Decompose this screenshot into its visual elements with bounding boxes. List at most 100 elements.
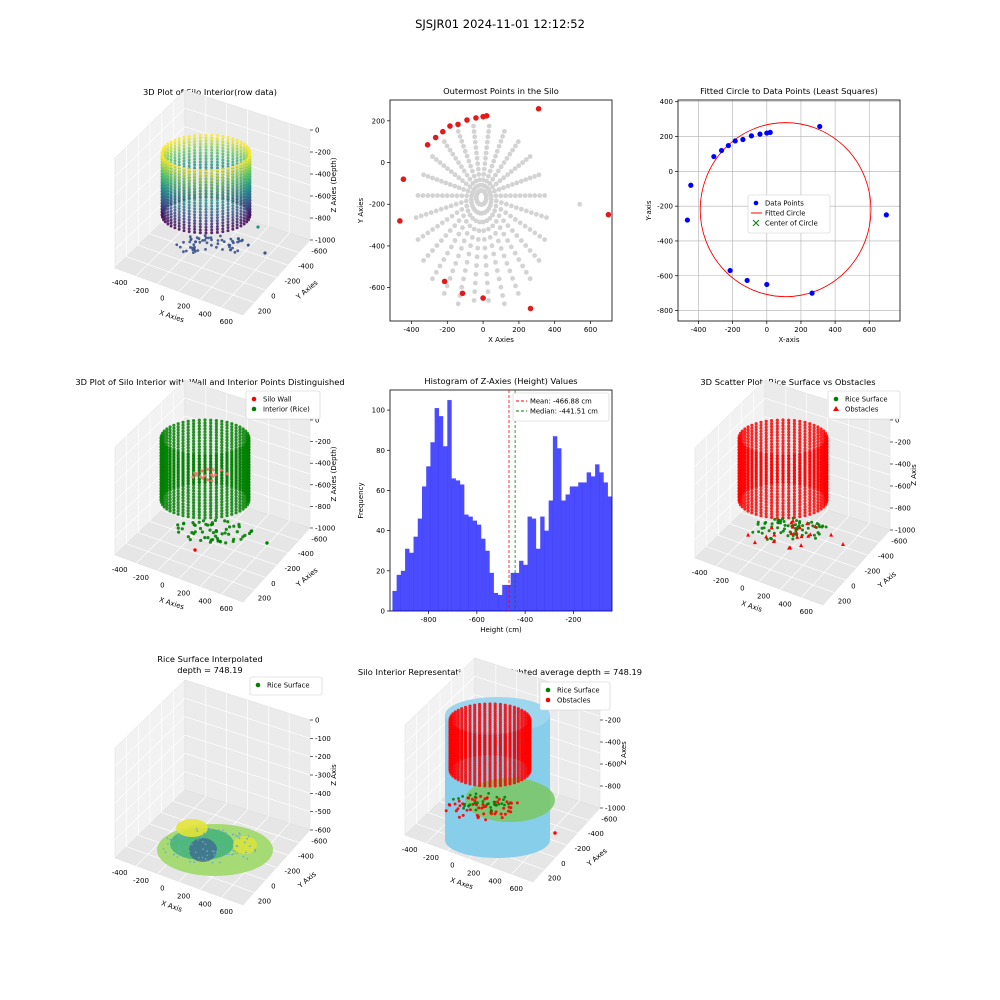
point-cloud-dot <box>197 433 201 437</box>
point-cloud-dot <box>238 506 242 510</box>
point-cloud-dot <box>203 492 207 496</box>
histogram-bar <box>586 472 592 611</box>
point-cloud-dot <box>787 501 791 505</box>
point-cloud-dot <box>239 215 243 219</box>
point-cloud-dot <box>759 444 763 448</box>
point-cloud-dot <box>226 147 230 151</box>
point-cloud-dot <box>192 465 196 469</box>
point-cloud-dot <box>523 747 527 751</box>
point-cloud-dot <box>173 164 177 168</box>
point-marker <box>209 538 213 542</box>
point-cloud-dot <box>165 477 169 482</box>
point-cloud-dot <box>516 775 520 779</box>
point-cloud-dot <box>168 488 172 492</box>
interior-point <box>536 258 542 263</box>
point-cloud-dot <box>770 424 774 429</box>
point-cloud-dot <box>215 225 219 228</box>
interior-point <box>433 208 439 214</box>
point-cloud-dot <box>214 489 218 493</box>
point-cloud-dot <box>173 202 177 206</box>
x-tick-label: 0 <box>160 295 164 303</box>
interior-point <box>463 219 469 224</box>
point-cloud-dot <box>230 509 234 513</box>
point-cloud-dot <box>759 463 763 467</box>
point-cloud-dot <box>231 174 235 178</box>
point-cloud-dot <box>198 163 202 167</box>
point-cloud-dot <box>750 484 754 488</box>
histogram-bar <box>510 572 516 611</box>
point-cloud-dot <box>193 174 197 178</box>
point-cloud-dot <box>193 177 197 181</box>
point-cloud-dot <box>808 506 812 510</box>
interior-point <box>467 223 473 229</box>
point-cloud-dot <box>168 456 172 460</box>
interior-point <box>447 228 453 234</box>
interior-point <box>490 223 496 229</box>
point-cloud-dot <box>186 449 190 453</box>
interior-point <box>513 143 518 149</box>
point-cloud-dot <box>498 724 502 728</box>
point-cloud-dot <box>478 776 482 780</box>
point-cloud-dot <box>503 722 507 726</box>
point-cloud-dot <box>803 499 807 503</box>
interior-point <box>510 276 515 281</box>
point-cloud-dot <box>231 210 235 214</box>
point-cloud-dot <box>746 473 750 478</box>
point-cloud-dot <box>792 512 796 516</box>
point-cloud-dot <box>754 495 758 499</box>
point-cloud-dot <box>166 187 170 191</box>
point-cloud-dot <box>172 466 176 470</box>
interior-point <box>514 180 520 186</box>
interior-point <box>501 231 507 237</box>
point-cloud-dot <box>210 160 214 164</box>
point-cloud-dot <box>214 465 218 469</box>
point-cloud-dot <box>244 499 248 503</box>
point-cloud-dot <box>221 161 225 165</box>
point-cloud-dot <box>493 774 497 778</box>
point-cloud-dot <box>503 759 507 763</box>
data-point <box>732 138 738 144</box>
point-marker <box>757 530 761 534</box>
point-cloud-dot <box>759 505 763 509</box>
point-cloud-dot <box>225 432 229 436</box>
point-cloud-dot <box>781 469 785 473</box>
point-cloud-dot <box>215 189 219 193</box>
point-cloud-dot <box>210 228 214 232</box>
point-cloud-dot <box>235 202 239 206</box>
outermost-point <box>424 142 431 148</box>
point-cloud-dot <box>169 168 173 172</box>
interior-point <box>475 161 481 167</box>
point-cloud-dot <box>235 214 239 218</box>
point-marker <box>804 531 808 535</box>
point-cloud-dot <box>230 465 234 469</box>
point-cloud-dot <box>242 145 246 149</box>
point-cloud-dot <box>182 178 186 182</box>
interior-point <box>480 177 486 183</box>
point-marker <box>223 531 227 535</box>
point-cloud-dot <box>812 469 816 473</box>
point-cloud-dot <box>812 458 816 462</box>
point-cloud-dot <box>770 451 774 455</box>
point-cloud-dot <box>209 507 213 511</box>
point-cloud-dot <box>215 183 219 187</box>
point-cloud-dot <box>764 443 768 447</box>
point-cloud-dot <box>203 418 207 422</box>
point-cloud-dot <box>172 475 176 479</box>
point-cloud-dot <box>743 474 747 479</box>
point-cloud-dot <box>493 784 497 788</box>
point-cloud-dot <box>764 509 768 513</box>
point-cloud-dot <box>231 140 235 144</box>
point-cloud-dot <box>770 492 774 496</box>
point-marker <box>218 847 221 849</box>
point-cloud-dot <box>798 494 802 498</box>
point-cloud-dot <box>220 440 224 444</box>
point-marker <box>189 860 191 863</box>
point-cloud-dot <box>235 170 239 174</box>
point-cloud-dot <box>493 755 497 759</box>
point-cloud-dot <box>235 176 239 179</box>
point-cloud-dot <box>182 205 186 209</box>
interior-point <box>475 245 481 251</box>
point-cloud-dot <box>168 431 172 435</box>
point-marker <box>817 532 821 536</box>
point-cloud-dot <box>230 425 234 429</box>
